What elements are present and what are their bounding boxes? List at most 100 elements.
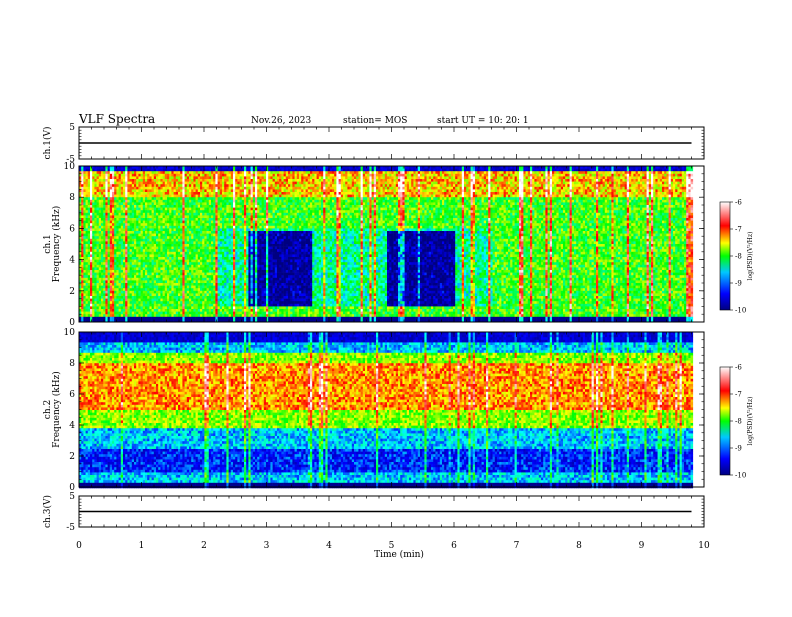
spectrogram-cell: [246, 301, 249, 304]
spectrogram-cell: [160, 189, 163, 192]
spectrogram-cell: [246, 231, 249, 234]
spectrogram-cell: [218, 252, 221, 255]
spectrogram-cell: [169, 223, 172, 226]
spectrogram-cell: [220, 247, 223, 250]
spectrogram-cell: [231, 195, 234, 198]
spectrogram-cell: [220, 208, 223, 211]
spectrogram-cell: [207, 283, 210, 286]
spectrogram-cell: [121, 182, 124, 185]
spectrogram-cell: [200, 317, 203, 320]
spectrogram-cell: [251, 291, 254, 294]
spectrogram-cell: [191, 291, 194, 294]
spectrogram-cell: [145, 301, 148, 304]
spectrogram-cell: [108, 314, 111, 317]
spectrogram-cell: [222, 288, 225, 291]
spectrogram-cell: [125, 215, 128, 218]
spectrogram-cell: [246, 169, 249, 172]
spectrogram-cell: [97, 218, 100, 221]
spectrogram-cell: [231, 213, 234, 216]
spectrogram-cell: [185, 254, 188, 257]
spectrogram-cell: [125, 189, 128, 192]
spectrogram-cell: [174, 208, 177, 211]
spectrogram-cell: [253, 317, 256, 320]
spectrogram-cell: [215, 226, 218, 229]
spectrogram-cell: [110, 273, 113, 276]
spectrogram-cell: [218, 254, 221, 257]
spectrogram-cell: [154, 309, 157, 312]
spectrogram-cell: [163, 249, 166, 252]
spectrogram-cell: [156, 296, 159, 299]
spectrogram-cell: [116, 171, 119, 174]
spectrogram-cell: [94, 280, 97, 283]
spectrogram-cell: [90, 286, 93, 289]
spectrogram-cell: [237, 278, 240, 281]
spectrogram-cell: [154, 249, 157, 252]
spectrogram-cell: [83, 254, 86, 257]
spectrogram-cell: [246, 234, 249, 237]
spectrogram-cell: [229, 273, 232, 276]
spectrogram-cell: [202, 231, 205, 234]
spectrogram-cell: [160, 306, 163, 309]
spectrogram-cell: [152, 223, 155, 226]
spectrogram-cell: [224, 270, 227, 273]
spectrogram-cell: [163, 174, 166, 177]
spectrogram-cell: [193, 208, 196, 211]
spectrogram-cell: [88, 267, 91, 270]
spectrogram-cell: [156, 205, 159, 208]
spectrogram-cell: [119, 187, 122, 190]
spectrogram-cell: [116, 275, 119, 278]
spectrogram-cell: [253, 231, 256, 234]
spectrogram-cell: [176, 301, 179, 304]
spectrogram-cell: [97, 249, 100, 252]
spectrogram-cell: [116, 312, 119, 315]
spectrogram-cell: [182, 293, 185, 296]
spectrogram-cell: [160, 231, 163, 234]
spectrogram-cell: [127, 252, 129, 255]
spectrogram-cell: [88, 234, 91, 237]
spectrogram-cell: [209, 291, 212, 294]
spectrogram-cell: [110, 288, 113, 291]
spectrogram-cell: [207, 187, 210, 190]
spectrogram-cell: [108, 293, 111, 296]
spectrogram-cell: [141, 312, 144, 315]
spectrogram-cell: [224, 273, 227, 276]
spectrogram-cell: [237, 221, 240, 224]
spectrogram-cell: [244, 267, 247, 270]
spectrogram-cell: [94, 221, 97, 224]
spectrogram-cell: [138, 257, 141, 260]
spectrogram-cell: [233, 270, 236, 273]
spectrogram-cell: [229, 280, 232, 283]
spectrogram-cell: [246, 244, 249, 247]
spectrogram-cell: [123, 236, 126, 239]
spectrogram-cell: [204, 189, 207, 192]
spectrogram-cell: [94, 278, 97, 281]
spectrogram-cell: [92, 179, 95, 182]
spectrogram-cell: [152, 296, 155, 299]
spectrogram-cell: [121, 278, 124, 281]
spectrogram-cell: [154, 293, 157, 296]
spectrogram-cell: [167, 247, 170, 250]
spectrogram-cell: [141, 275, 144, 278]
spectrogram-cell: [176, 221, 179, 224]
spectrogram-cell: [138, 296, 141, 299]
spectrogram-cell: [134, 299, 137, 302]
spectrogram-cell: [114, 195, 117, 198]
spectrogram-cell: [248, 254, 251, 257]
spectrogram-cell: [240, 239, 243, 242]
spectrogram-cell: [204, 260, 207, 263]
spectrogram-cell: [246, 270, 249, 273]
spectrogram-cell: [123, 275, 126, 278]
spectrogram-cell: [125, 218, 128, 221]
spectrogram-cell: [123, 260, 126, 263]
spectrogram-cell: [191, 314, 194, 317]
spectrogram-cell: [198, 205, 201, 208]
spectrogram-cell: [86, 231, 89, 234]
spectrogram-cell: [99, 304, 102, 307]
spectrogram-cell: [240, 312, 243, 315]
spectrogram-cell: [119, 231, 122, 234]
spectrogram-cell: [189, 249, 192, 252]
spectrogram-cell: [130, 218, 133, 221]
spectrogram-cell: [235, 304, 238, 307]
spectrogram-cell: [215, 221, 218, 224]
spectrogram-cell: [86, 265, 89, 268]
